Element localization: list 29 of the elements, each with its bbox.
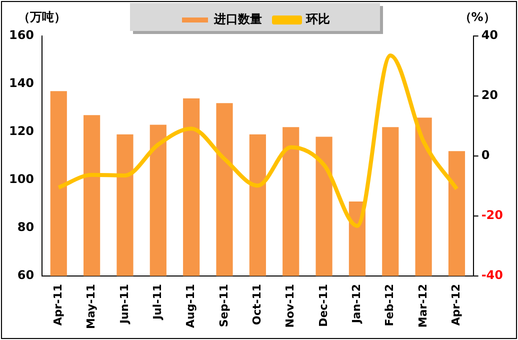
- y2-tick-label: 40: [481, 28, 498, 42]
- x-tick-label: Sep-11: [217, 284, 230, 328]
- x-tick-label: Feb-12: [383, 284, 396, 326]
- legend-label: 环比: [305, 12, 330, 26]
- x-tick-label: Oct-11: [250, 284, 264, 325]
- y2-tick-label: 0: [481, 148, 490, 162]
- y-tick-label: 160: [8, 28, 34, 42]
- x-tick-label: Dec-11: [316, 284, 330, 327]
- y-tick-label: 140: [8, 76, 34, 90]
- y2-axis-title: （%）: [459, 10, 496, 24]
- x-tick-label: Apr-12: [450, 284, 463, 326]
- y2-tick-label: -20: [481, 208, 504, 222]
- line-series: [56, 53, 459, 228]
- x-tick-label: Nov-11: [284, 284, 297, 328]
- x-tick-label: Jan-12: [350, 284, 364, 324]
- x-tick-label: Aug-11: [184, 284, 198, 328]
- y2-tick-label: 20: [481, 88, 498, 102]
- x-tick-label: Apr-11: [51, 284, 64, 326]
- y2-tick-label: -40: [481, 268, 504, 282]
- x-tick-label: May-11: [84, 284, 98, 330]
- x-tick-label: Jul-11: [151, 284, 164, 321]
- x-tick-label: Mar-12: [416, 284, 430, 328]
- y-axis-title: （万吨）: [18, 10, 66, 24]
- y-tick-label: 80: [17, 220, 34, 234]
- y-tick-label: 100: [8, 172, 34, 186]
- y-tick-label: 60: [17, 268, 34, 282]
- legend-label: 进口数量: [213, 12, 262, 26]
- x-tick-label: Jun-11: [118, 284, 131, 325]
- y-tick-label: 120: [8, 124, 34, 138]
